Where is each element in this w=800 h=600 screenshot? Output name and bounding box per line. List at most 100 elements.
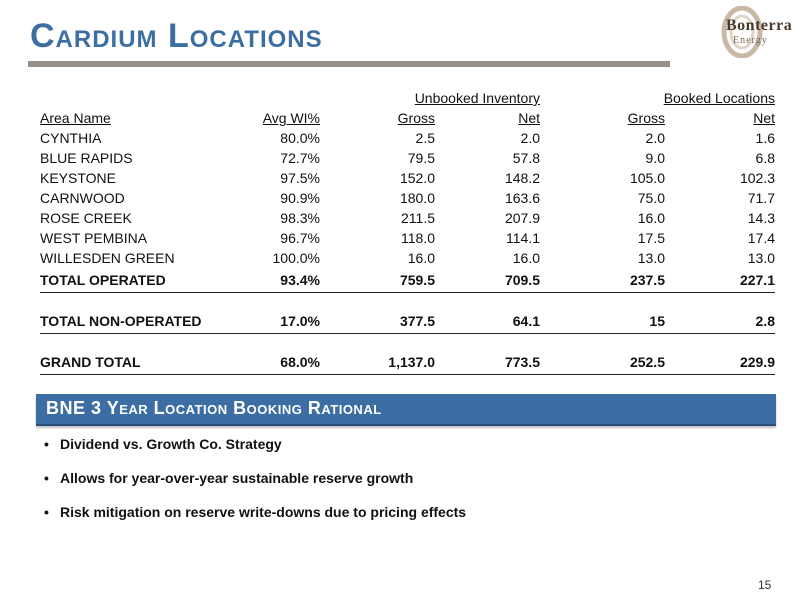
table-cell: 79.5 — [407, 150, 435, 166]
table-cell: 237.5 — [540, 268, 665, 293]
table-row: KEYSTONE 97.5% 152.0 148.2 105.0 102.3 — [40, 168, 775, 188]
title-underline — [28, 61, 670, 67]
bullet-dot-icon: • — [44, 504, 49, 520]
table-cell: 14.3 — [747, 210, 775, 226]
bullet-dot-icon: • — [44, 470, 49, 486]
table-cell: 2.5 — [415, 130, 435, 146]
column-header-booked-net: Net — [753, 110, 775, 126]
table-cell: 93.4% — [230, 268, 320, 293]
bullet-dot-icon: • — [44, 436, 49, 452]
total-non-operated-row: TOTAL NON-OPERATED 17.0% 377.5 64.1 15 2… — [40, 309, 775, 334]
unbooked-inventory-header: Unbooked Inventory — [414, 90, 540, 106]
table-cell: 13.0 — [637, 250, 665, 266]
table-cell: CARNWOOD — [40, 190, 125, 206]
table-cell: GRAND TOTAL — [40, 350, 230, 375]
column-header-booked-gross: Gross — [627, 110, 665, 126]
table-cell: 2.8 — [665, 309, 775, 334]
table-cell: 102.3 — [739, 170, 775, 186]
logo-swirl-icon — [721, 5, 763, 59]
table-spacer — [40, 334, 775, 351]
bullet-item: • Dividend vs. Growth Co. Strategy — [44, 436, 466, 452]
table-cell: 9.0 — [645, 150, 665, 166]
page-title: Cardium Locations — [30, 17, 323, 55]
logo-subtext: Energy — [733, 35, 768, 46]
table-cell: CYNTHIA — [40, 130, 102, 146]
table-cell: 118.0 — [401, 230, 435, 246]
bullet-item: • Allows for year-over-year sustainable r… — [44, 470, 466, 486]
table-cell: 114.1 — [506, 230, 540, 246]
table-cell: 75.0 — [637, 190, 665, 206]
table-cell: 80.0% — [280, 130, 320, 146]
bullet-text: Dividend vs. Growth Co. Strategy — [60, 436, 282, 452]
table-cell: TOTAL NON-OPERATED — [40, 309, 230, 334]
table-cell: 57.8 — [512, 150, 540, 166]
table-cell: 211.5 — [401, 210, 435, 226]
table-cell: 17.5 — [637, 230, 665, 246]
table-cell: 180.0 — [399, 190, 435, 206]
table-cell: 97.5% — [280, 170, 320, 186]
section-banner-title: BNE 3 Year Location Booking Rational — [46, 398, 382, 418]
bullet-text: Risk mitigation on reserve write-downs d… — [60, 504, 467, 520]
table-cell: 16.0 — [512, 250, 540, 266]
table-cell: 17.4 — [747, 230, 775, 246]
table-cell: KEYSTONE — [40, 170, 116, 186]
table-cell: 64.1 — [435, 309, 540, 334]
table-cell: 1.6 — [755, 130, 775, 146]
table-cell: 1,137.0 — [320, 350, 435, 375]
table-cell: 152.0 — [399, 170, 435, 186]
total-operated-row: TOTAL OPERATED 93.4% 759.5 709.5 237.5 2… — [40, 268, 775, 293]
table-cell: 6.8 — [755, 150, 775, 166]
grand-total-row: GRAND TOTAL 68.0% 1,137.0 773.5 252.5 22… — [40, 350, 775, 375]
table-body: CYNTHIA 80.0% 2.5 2.0 2.0 1.6 BLUE RAPIDS 72.7%… — [40, 128, 775, 268]
company-logo: Bonterra Energy — [708, 5, 794, 59]
table-cell: 377.5 — [320, 309, 435, 334]
table-cell: WEST PEMBINA — [40, 230, 148, 246]
table-cell: 773.5 — [435, 350, 540, 375]
table-cell: 98.3% — [280, 210, 320, 226]
table-cell: 71.7 — [747, 190, 775, 206]
table-cell: 2.0 — [645, 130, 665, 146]
table-cell: 227.1 — [665, 268, 775, 293]
table-row: ROSE CREEK 98.3% 211.5 207.9 16.0 14.3 — [40, 208, 775, 228]
table-cell: 709.5 — [435, 268, 540, 293]
section-banner: BNE 3 Year Location Booking Rational — [36, 394, 776, 426]
table-header-row: Area Name Avg WI% Gross Net Gross Net — [40, 108, 775, 128]
table-cell: BLUE RAPIDS — [40, 150, 133, 166]
table-cell: 207.9 — [504, 210, 540, 226]
table-row: CARNWOOD 90.9% 180.0 163.6 75.0 71.7 — [40, 188, 775, 208]
table-cell: TOTAL OPERATED — [40, 268, 230, 293]
page-number: 15 — [758, 578, 772, 592]
table-cell: 96.7% — [280, 230, 320, 246]
locations-table: Unbooked Inventory Booked Locations Area… — [40, 88, 775, 375]
bullet-list: • Dividend vs. Growth Co. Strategy • Allow… — [44, 436, 466, 538]
table-row: CYNTHIA 80.0% 2.5 2.0 2.0 1.6 — [40, 128, 775, 148]
table-cell: 68.0% — [230, 350, 320, 375]
table-cell: 105.0 — [629, 170, 665, 186]
table-cell: 148.2 — [504, 170, 540, 186]
table-cell: 163.6 — [504, 190, 540, 206]
column-header-area-name: Area Name — [40, 110, 111, 126]
table-row: BLUE RAPIDS 72.7% 79.5 57.8 9.0 6.8 — [40, 148, 775, 168]
bullet-text: Allows for year-over-year sustainable re… — [60, 470, 414, 486]
table-spacer — [40, 293, 775, 310]
column-header-unbooked-net: Net — [518, 110, 540, 126]
bullet-item: • Risk mitigation on reserve write-downs … — [44, 504, 466, 520]
column-header-unbooked-gross: Gross — [397, 110, 435, 126]
table-cell: 16.0 — [637, 210, 665, 226]
table-cell: 100.0% — [272, 250, 320, 266]
table-cell: 15 — [540, 309, 665, 334]
table-cell: 72.7% — [280, 150, 320, 166]
table-cell: 252.5 — [540, 350, 665, 375]
table-group-header-row: Unbooked Inventory Booked Locations — [40, 88, 775, 108]
table-cell: ROSE CREEK — [40, 210, 132, 226]
table-cell: 90.9% — [280, 190, 320, 206]
table-cell: 759.5 — [320, 268, 435, 293]
table-cell: 13.0 — [747, 250, 775, 266]
table-cell: 16.0 — [407, 250, 435, 266]
column-header-avg-wi: Avg WI% — [262, 110, 320, 126]
table-cell: 2.0 — [520, 130, 540, 146]
table-row: WEST PEMBINA 96.7% 118.0 114.1 17.5 17.4 — [40, 228, 775, 248]
table-row: WILLESDEN GREEN 100.0% 16.0 16.0 13.0 13.0 — [40, 248, 775, 268]
table-cell: WILLESDEN GREEN — [40, 250, 175, 266]
table-cell: 17.0% — [230, 309, 320, 334]
